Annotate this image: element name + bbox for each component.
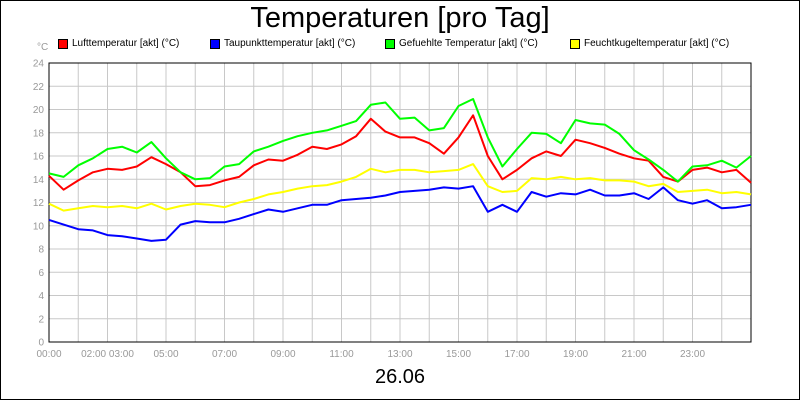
y-tick-label: 10 xyxy=(33,221,45,232)
series-line-0 xyxy=(48,114,752,191)
legend-item-feuchtkugeltemperatur: Feuchtkugeltemperatur [akt] (°C) xyxy=(570,38,729,49)
legend-label-lufttemperatur: Lufttemperatur [akt] (°C) xyxy=(72,38,180,49)
legend-item-lufttemperatur: Lufttemperatur [akt] (°C) xyxy=(58,38,179,49)
x-tick-label: 23:00 xyxy=(680,349,705,360)
x-tick-label: 11:00 xyxy=(329,349,354,360)
series-line-3 xyxy=(48,163,752,212)
chart-title: Temperaturen [pro Tag] xyxy=(250,2,550,34)
series-line-2 xyxy=(48,98,752,183)
y-tick-label: 2 xyxy=(38,314,44,325)
legend-swatch-lufttemperatur xyxy=(58,38,68,49)
legend-label-gefuehlte-temperatur: Gefuehlte Temperatur [akt] (°C) xyxy=(399,38,538,49)
y-tick-label: 18 xyxy=(33,128,45,139)
legend-item-gefuehlte-temperatur: Gefuehlte Temperatur [akt] (°C) xyxy=(385,38,538,49)
y-axis-unit: °C xyxy=(37,42,49,53)
y-tick-label: 8 xyxy=(38,245,44,256)
legend: Lufttemperatur [akt] (°C) Taupunkttemper… xyxy=(0,38,800,52)
series-line-1 xyxy=(48,185,752,242)
x-tick-label: 15:00 xyxy=(446,349,471,360)
legend-swatch-gefuehlte-temperatur xyxy=(385,38,395,49)
x-tick-label: 07:00 xyxy=(212,349,237,360)
x-tick-label: 05:00 xyxy=(153,349,178,360)
x-tick-label: 13:00 xyxy=(387,349,412,360)
y-tick-label: 24 xyxy=(33,59,45,70)
legend-swatch-taupunkttemperatur xyxy=(210,38,220,49)
plot-border xyxy=(48,62,752,343)
y-tick-label: 16 xyxy=(33,152,45,163)
x-tick-label: 09:00 xyxy=(270,349,295,360)
y-tick-label: 4 xyxy=(38,291,44,302)
x-tick-label: 21:00 xyxy=(621,349,646,360)
x-tick-label: 00:00 xyxy=(36,349,61,360)
legend-item-taupunkttemperatur: Taupunkttemperatur [akt] (°C) xyxy=(210,38,355,49)
y-tick-label: 14 xyxy=(33,175,45,186)
x-tick-label: 19:00 xyxy=(563,349,588,360)
y-tick-label: 20 xyxy=(33,105,45,116)
y-tick-label: 0 xyxy=(38,338,44,349)
y-tick-label: 6 xyxy=(38,268,44,279)
x-tick-label: 17:00 xyxy=(504,349,529,360)
y-tick-label: 22 xyxy=(33,82,45,93)
legend-swatch-feuchtkugeltemperatur xyxy=(570,38,580,49)
date-label: 26.06 xyxy=(374,366,426,388)
legend-label-feuchtkugeltemperatur: Feuchtkugeltemperatur [akt] (°C) xyxy=(584,38,730,49)
x-tick-label: 02:00 03:00 xyxy=(81,349,134,360)
y-tick-label: 12 xyxy=(33,198,45,209)
legend-label-taupunkttemperatur: Taupunkttemperatur [akt] (°C) xyxy=(224,38,356,49)
